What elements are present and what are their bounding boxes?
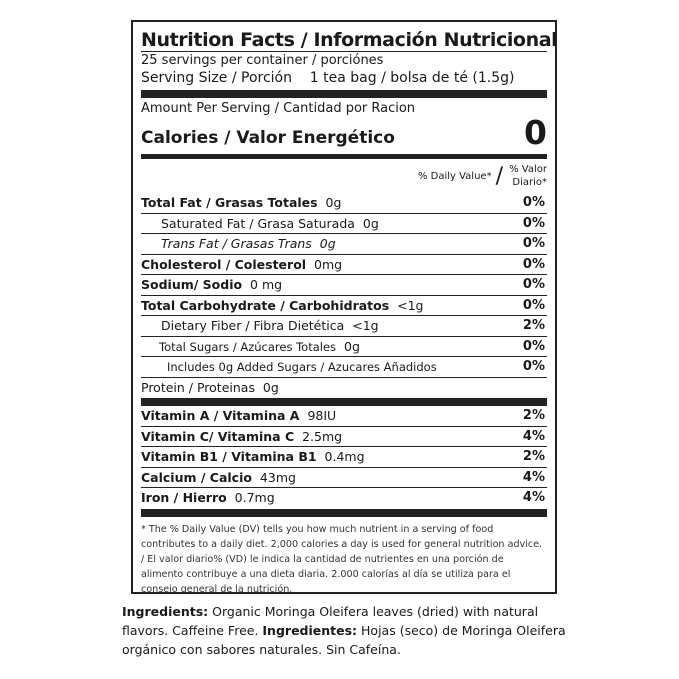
nutrient-label: Iron / Hierro 0.7mg: [141, 488, 275, 508]
nutrient-label: Cholesterol / Colesterol 0mg: [141, 255, 342, 275]
nutrient-name: Calcium / Calcio: [141, 469, 252, 485]
nutrient-daily-value: 4%: [522, 490, 545, 505]
nutrient-name: Trans Fat / Grasas Trans: [161, 236, 312, 251]
nutrient-daily-value: 0%: [522, 236, 545, 251]
nutrient-daily-value: 4%: [522, 469, 545, 485]
nutrient-daily-value: 0%: [522, 297, 545, 313]
nutrient-name: Total Carbohydrate / Carbohidratos: [141, 297, 390, 313]
nutrient-row: Sodium/ Sodio 0 mg 0%: [141, 274, 547, 295]
nutrient-name: Total Fat / Grasas Totales: [141, 195, 318, 210]
nutrient-name: Saturated Fat / Grasa Saturada: [161, 215, 355, 231]
nutrient-amount: 0.4mg: [324, 449, 365, 464]
nutrient-daily-value: 0%: [522, 195, 545, 210]
ingredients-text-en: Organic Moringa Oleifera leaves (dried) …: [122, 604, 539, 638]
nutrient-row: Protein / Proteinas 0g: [141, 376, 547, 398]
nutrient-label: Total Fat / Grasas Totales 0g: [141, 193, 341, 213]
nutrient-amount: 0g: [319, 236, 336, 251]
nutrient-name: Total Sugars / Azúcares Totales: [159, 339, 337, 354]
nutrient-amount: 0.7mg: [234, 490, 275, 505]
calories-label: Calories / Valor Energético: [141, 128, 395, 148]
nutrient-label: Protein / Proteinas 0g: [141, 378, 279, 398]
nutrient-label: Vitamin C/ Vitamina C 2.5mg: [141, 427, 342, 447]
nutrient-amount: 0 mg: [250, 277, 283, 292]
serving-size: Serving Size / Porción 1 tea bag / bolsa…: [141, 70, 547, 86]
nutrient-name: Cholesterol / Colesterol: [141, 256, 307, 272]
nutrient-label: Includes 0g Added Sugars / Azucares Añad…: [141, 357, 445, 377]
nutrient-name: Dietary Fiber / Fibra Dietética: [161, 318, 345, 333]
serving-size-value: 1 tea bag / bolsa de té (1.5g): [309, 70, 515, 86]
nutrient-label: Vitamin A / Vitamina A 98IU: [141, 406, 336, 426]
ingredients-label-en: Ingredients:: [122, 604, 209, 619]
nutrient-name: Sodium/ Sodio: [141, 277, 243, 292]
nutrient-row: Total Carbohydrate / Carbohidratos <1g 0%: [141, 294, 547, 316]
dv-header-slash: /: [495, 163, 503, 189]
nutrient-name: Protein / Proteinas: [141, 379, 255, 395]
nutrient-name: Vitamin A / Vitamina A: [141, 408, 300, 423]
nutrient-daily-value: 0%: [522, 215, 545, 231]
ingredients-label-es: Ingredientes:: [262, 623, 358, 638]
ingredients-text-es: Hojas (seco) de Moringa Oleifera orgánic…: [122, 623, 566, 657]
serving-size-label: Serving Size / Porción: [141, 70, 292, 86]
nutrient-daily-value: 0%: [522, 359, 545, 374]
nutrient-daily-value: 2%: [522, 318, 545, 333]
daily-value-header: % Daily Value* / % Valor Diario*: [141, 159, 547, 193]
nutrient-row: Total Fat / Grasas Totales 0g 0%: [141, 193, 547, 213]
nutrient-amount: 43mg: [259, 469, 296, 485]
nutrient-amount: 2.5mg: [302, 428, 343, 444]
nutrient-name: Vitamin B1 / Vitamina B1: [141, 449, 317, 464]
nutrient-row: Vitamin A / Vitamina A 98IU 2%: [141, 406, 547, 426]
servings-per-container: 25 servings per container / porciónes: [141, 53, 384, 68]
nutrient-amount: 98IU: [307, 408, 337, 423]
nutrient-label: Sodium/ Sodio 0 mg: [141, 275, 282, 295]
nutrient-daily-value: [545, 378, 547, 398]
nutrient-name: Includes 0g Added Sugars / Azucares Añad…: [167, 360, 437, 374]
nutrient-name: Iron / Hierro: [141, 490, 227, 505]
nutrient-row: Trans Fat / Grasas Trans 0g 0%: [141, 233, 547, 254]
nutrient-amount: 0g: [362, 215, 379, 231]
amount-per-serving: Amount Per Serving / Cantidad por Racion: [141, 101, 416, 116]
nutrient-row: Vitamin B1 / Vitamina B1 0.4mg 2%: [141, 446, 547, 467]
nutrient-daily-value: 2%: [522, 408, 545, 423]
nutrient-daily-value: 4%: [522, 428, 545, 444]
nutrient-label: Total Sugars / Azúcares Totales 0g: [141, 337, 360, 357]
nutrient-row: Includes 0g Added Sugars / Azucares Añad…: [141, 356, 547, 377]
nutrient-label: Trans Fat / Grasas Trans 0g: [141, 234, 336, 254]
nutrient-label: Calcium / Calcio 43mg: [141, 468, 296, 488]
nutrient-row: Cholesterol / Colesterol 0mg 0%: [141, 253, 547, 275]
nutrient-daily-value: 0%: [522, 256, 545, 272]
dv-header-en: % Daily Value*: [417, 170, 492, 182]
nutrient-amount: 0g: [344, 338, 360, 354]
nutrient-daily-value: 0%: [522, 338, 545, 354]
nutrient-amount: <1g: [397, 297, 424, 313]
nutrient-amount: 0mg: [314, 256, 343, 272]
nutrient-amount: 0g: [325, 195, 342, 210]
nutrient-amount: <1g: [352, 318, 379, 333]
nutrient-row: Iron / Hierro 0.7mg 4%: [141, 487, 547, 508]
nutrient-daily-value: 2%: [522, 449, 545, 464]
ingredients: Ingredients: Organic Moringa Oleifera le…: [122, 602, 572, 659]
nutrient-label: Dietary Fiber / Fibra Dietética <1g: [141, 316, 379, 336]
nutrient-label: Saturated Fat / Grasa Saturada 0g: [141, 214, 379, 234]
nutrient-row: Total Sugars / Azúcares Totales 0g 0%: [141, 335, 547, 357]
nutrient-name: Vitamin C/ Vitamina C: [141, 428, 295, 444]
footnote: * The % Daily Value (DV) tells you how m…: [141, 523, 543, 595]
nutrient-row: Saturated Fat / Grasa Saturada 0g 0%: [141, 212, 547, 234]
panel-title: Nutrition Facts / Información Nutriciona…: [141, 29, 558, 51]
nutrition-facts-panel: Nutrition Facts / Información Nutriciona…: [131, 20, 558, 595]
nutrient-daily-value: 0%: [522, 277, 545, 292]
calories-row: Calories / Valor Energético 0: [141, 116, 547, 150]
nutrient-row: Vitamin C/ Vitamina C 2.5mg 4%: [141, 425, 547, 447]
nutrient-label: Total Carbohydrate / Carbohidratos <1g: [141, 296, 424, 316]
nutrient-amount: 0g: [262, 379, 279, 395]
nutrient-label: Vitamin B1 / Vitamina B1 0.4mg: [141, 447, 365, 467]
calories-value: 0: [524, 113, 547, 152]
nutrient-row: Calcium / Calcio 43mg 4%: [141, 466, 547, 488]
nutrient-row: Dietary Fiber / Fibra Dietética <1g 2%: [141, 315, 547, 336]
dv-header-es: % Valor Diario*: [509, 164, 547, 188]
